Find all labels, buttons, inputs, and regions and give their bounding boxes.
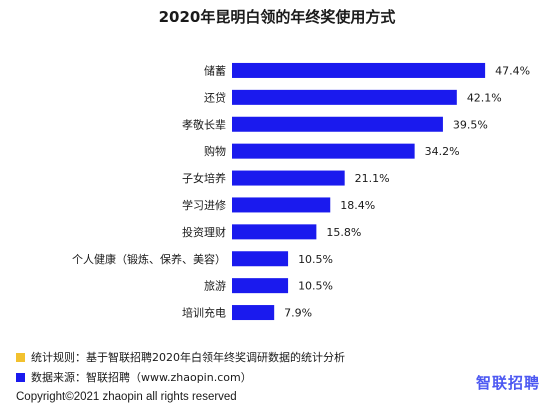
bar-chart: 储蓄 47.4% 还贷 42.1% 孝敬长辈 39.5% 购物 34.2% 子女培养 21.1% 学… bbox=[72, 62, 530, 321]
value-label: 39.5% bbox=[453, 118, 488, 131]
bar bbox=[232, 62, 486, 78]
value-label: 15.8% bbox=[326, 226, 361, 239]
bar bbox=[232, 197, 331, 213]
value-label: 34.2% bbox=[425, 145, 460, 158]
bar bbox=[232, 224, 317, 240]
value-label: 42.1% bbox=[467, 91, 502, 104]
category-label: 个人健康（锻炼、保养、美容） bbox=[72, 252, 226, 266]
blue-square-icon bbox=[16, 372, 25, 382]
note-rule-text: 统计规则：基于智联招聘2020年白领年终奖调研数据的统计分析 bbox=[31, 351, 345, 364]
category-label: 子女培养 bbox=[182, 171, 226, 185]
notes: 统计规则：基于智联招聘2020年白领年终奖调研数据的统计分析 数据来源：智联招聘… bbox=[16, 347, 345, 387]
value-label: 47.4% bbox=[495, 64, 530, 77]
bar bbox=[232, 116, 443, 132]
note-rule: 统计规则：基于智联招聘2020年白领年终奖调研数据的统计分析 bbox=[16, 347, 345, 367]
bar bbox=[232, 278, 289, 294]
category-label: 培训充电 bbox=[182, 306, 226, 320]
value-label: 7.9% bbox=[284, 307, 312, 320]
category-label: 孝敬长辈 bbox=[182, 117, 226, 131]
value-label: 10.5% bbox=[298, 280, 333, 293]
copyright: Copyright©2021 zhaopin all rights reserv… bbox=[16, 391, 237, 403]
category-label: 投资理财 bbox=[182, 225, 226, 239]
category-label: 旅游 bbox=[204, 279, 226, 293]
chart-title: 2020年昆明白领的年终奖使用方式 bbox=[158, 8, 396, 26]
category-label: 购物 bbox=[204, 144, 226, 158]
bar bbox=[232, 143, 415, 159]
zhaopin-logo: 智联招聘 bbox=[475, 374, 540, 392]
bar bbox=[232, 89, 457, 105]
category-label: 储蓄 bbox=[204, 63, 226, 77]
category-label: 学习进修 bbox=[182, 198, 226, 212]
yellow-square-icon bbox=[16, 352, 25, 362]
bars-group: 储蓄 47.4% 还贷 42.1% 孝敬长辈 39.5% 购物 34.2% 子女培养 21.1% 学… bbox=[72, 62, 530, 321]
bar bbox=[232, 170, 345, 186]
note-source-text: 数据来源：智联招聘（www.zhaopin.com） bbox=[31, 371, 252, 384]
category-label: 还贷 bbox=[204, 90, 226, 104]
value-label: 18.4% bbox=[340, 199, 375, 212]
bar bbox=[232, 251, 289, 267]
value-label: 10.5% bbox=[298, 253, 333, 266]
note-source: 数据来源：智联招聘（www.zhaopin.com） bbox=[16, 367, 345, 387]
value-label: 21.1% bbox=[355, 172, 390, 185]
bar bbox=[232, 305, 275, 321]
